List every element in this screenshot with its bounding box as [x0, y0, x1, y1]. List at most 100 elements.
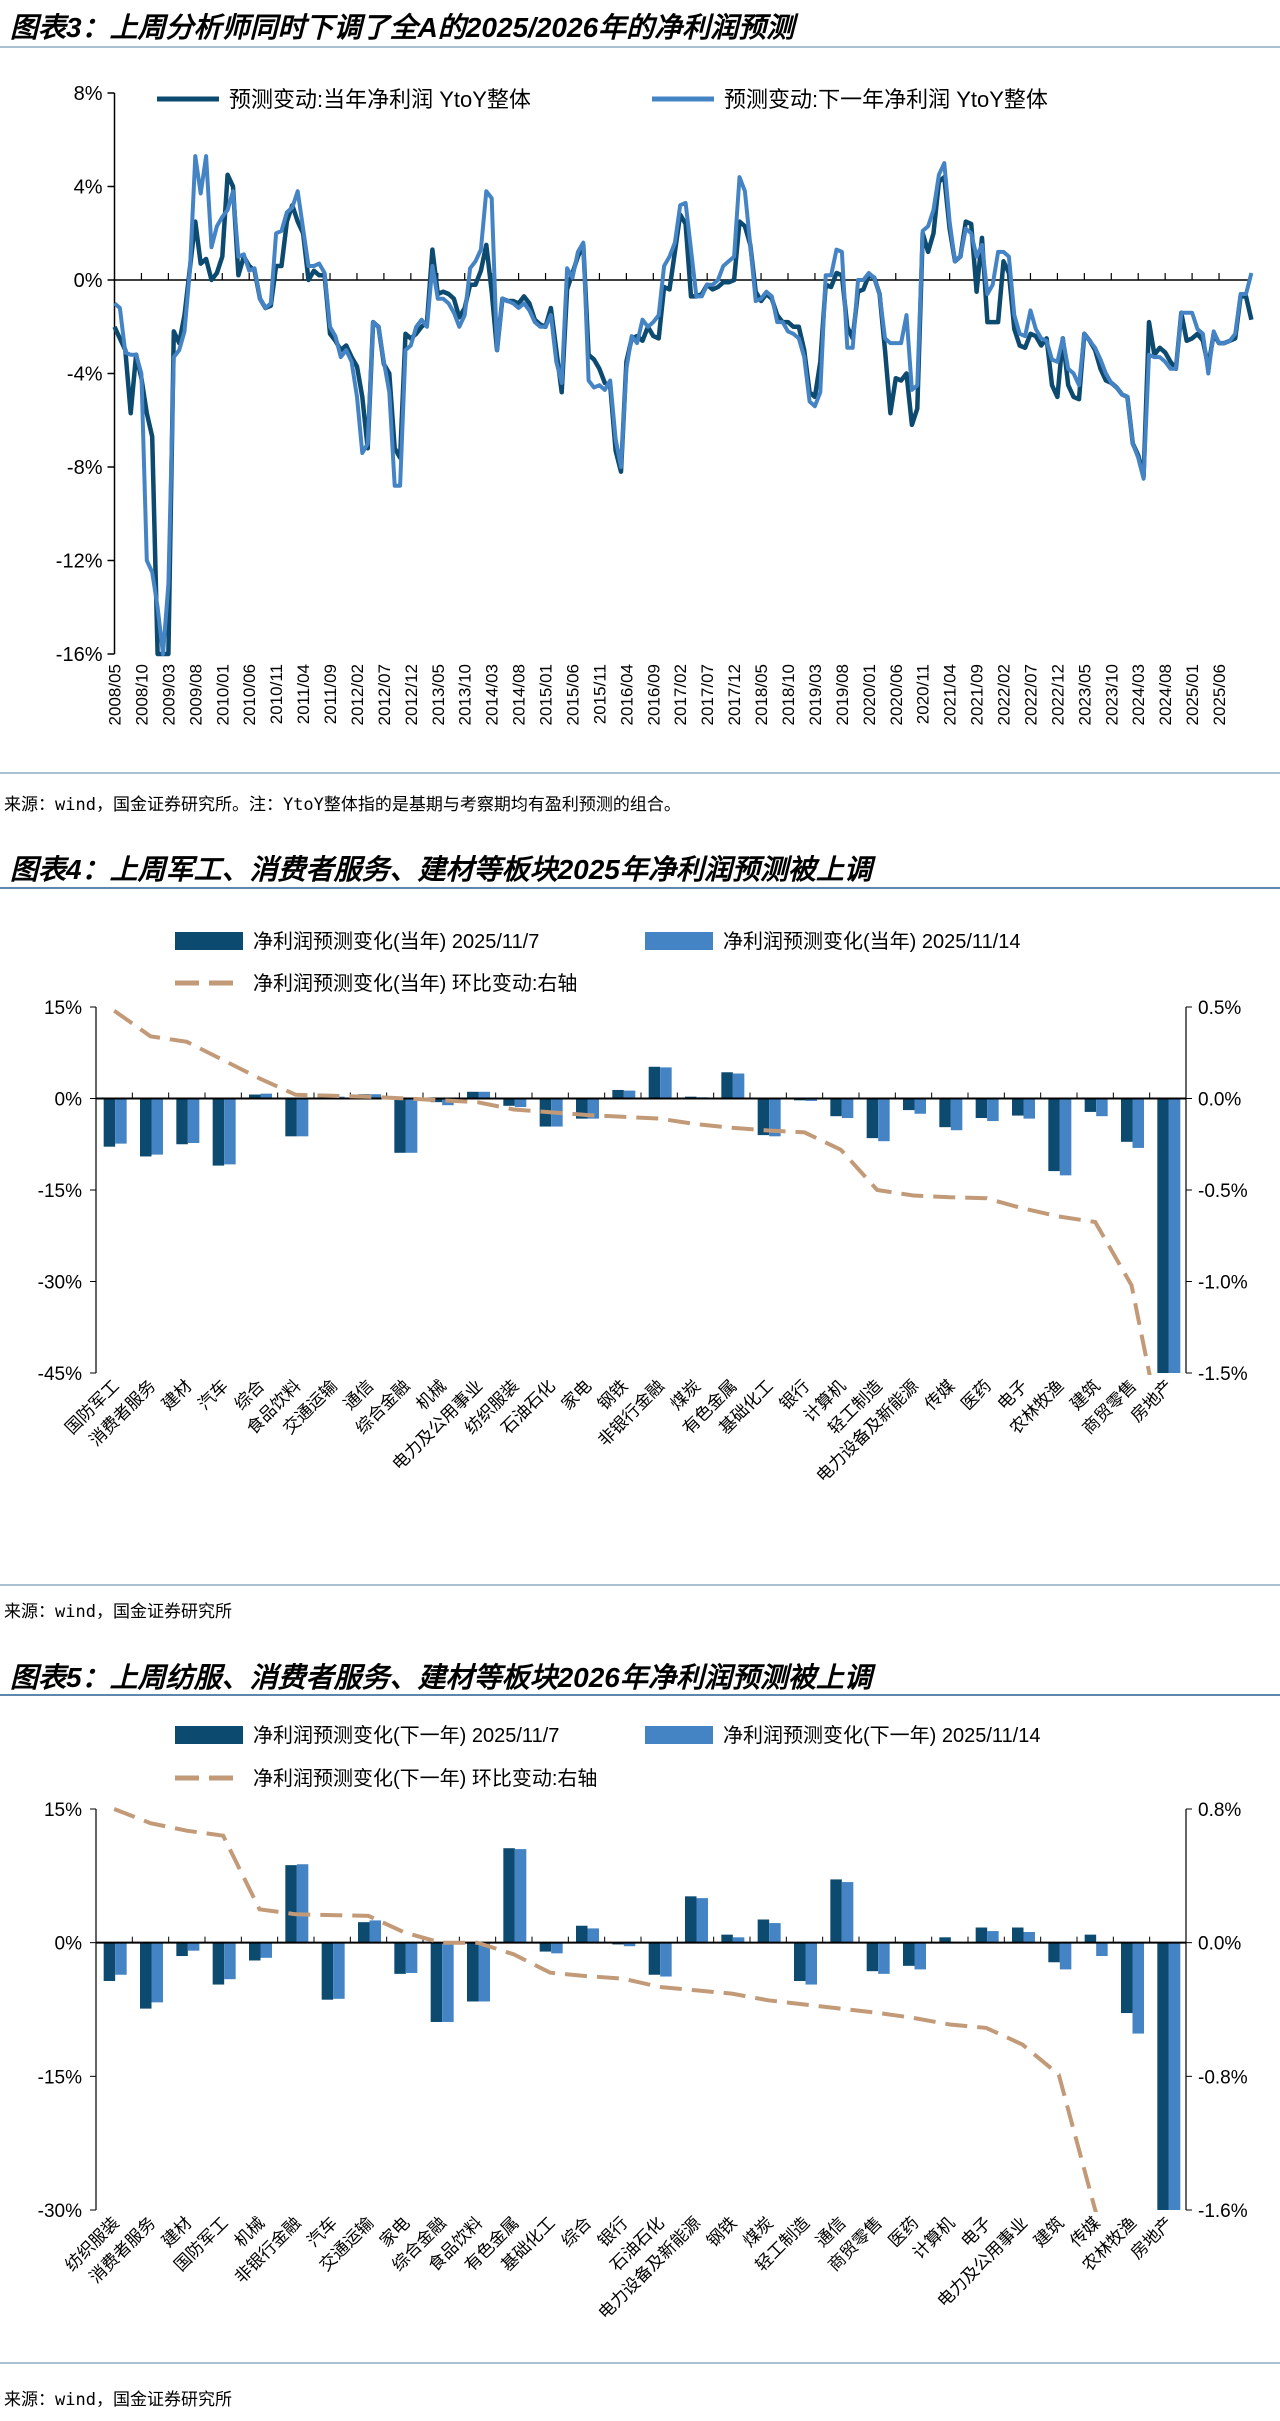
- bar-prev-week: [685, 1896, 697, 1943]
- x-tick-label: 2016/04: [617, 664, 636, 725]
- bar-this-week: [587, 1928, 599, 1943]
- bar-this-week: [224, 1098, 236, 1165]
- bar-this-week: [1132, 1942, 1144, 2034]
- bar-this-week: [187, 1098, 200, 1144]
- bar-prev-week: [394, 1942, 406, 1974]
- x-tick-label: 2015/11: [590, 664, 609, 724]
- bar-this-week: [623, 1942, 636, 1947]
- wow-change-dashed-line: [113, 1009, 1152, 1375]
- line-chart-forecast-change: 8% 4% 0% -4% -8% -12% -16%2008/05 2008/10 2009/0…: [56, 83, 1254, 725]
- bar-prev-week: [721, 1934, 733, 1943]
- bar-prev-week: [176, 1942, 188, 1957]
- bar-this-week: [296, 1864, 309, 1943]
- x-tick-label: 2008/05: [106, 664, 125, 725]
- bar-prev-week: [830, 1879, 842, 1943]
- bar-this-week: [878, 1942, 890, 1974]
- left-y-tick-label: -30%: [38, 1273, 82, 1294]
- bar-chart-current-year: 15% 0% -15% -30% -45% 0.5% 0.0% -0.5% -1.0% -1.5%…: [38, 930, 1248, 1486]
- x-tick-label: 2009/03: [159, 664, 178, 725]
- bar-prev-week: [430, 1942, 443, 2022]
- bar-prev-week: [576, 1925, 588, 1943]
- bar-this-week: [260, 1093, 272, 1099]
- left-y-tick-label: -30%: [38, 2201, 82, 2222]
- source-divider: [0, 772, 1280, 774]
- x-tick-label: 2012/07: [375, 664, 394, 725]
- x-tick-label: 2012/12: [402, 664, 421, 725]
- right-y-tick-label: -0.8%: [1198, 2067, 1248, 2088]
- bar-this-week: [478, 1091, 490, 1099]
- x-tick-label: 2013/10: [456, 664, 475, 725]
- x-tick-label: 2010/11: [267, 664, 286, 724]
- bar-this-week: [841, 1882, 854, 1943]
- y-tick-label: 0%: [74, 270, 103, 292]
- x-tick-label: 2024/08: [1156, 664, 1175, 725]
- right-y-tick-label: 0.0%: [1198, 1934, 1241, 1955]
- bar-this-week: [841, 1098, 854, 1119]
- bar-this-week: [914, 1098, 926, 1114]
- bar-prev-week: [212, 1942, 225, 1985]
- bar-prev-week: [467, 1942, 479, 2002]
- left-y-tick-label: 0%: [55, 1090, 83, 1111]
- figure3-title: 图表3：上周分析师同时下调了全A的2025/2026年的净利润预测: [10, 12, 795, 43]
- bar-this-week: [369, 1920, 381, 1943]
- x-tick-label: 2023/10: [1102, 664, 1121, 725]
- bar-prev-week: [212, 1098, 225, 1166]
- wow-change-dashed-line: [113, 1807, 1099, 2212]
- x-tick-label: 2017/12: [725, 664, 744, 725]
- bar-prev-week: [975, 1098, 988, 1119]
- bar-prev-week: [1121, 1098, 1133, 1142]
- right-y-tick-label: -0.5%: [1198, 1181, 1248, 1202]
- x-tick-label: 2022/07: [1021, 664, 1040, 725]
- bar-this-week: [405, 1942, 418, 1973]
- y-tick-label: 4%: [74, 177, 103, 199]
- bar-this-week: [1059, 1098, 1072, 1176]
- bar-prev-week: [1157, 1942, 1169, 2210]
- bar-prev-week: [539, 1942, 552, 1952]
- bar-this-week: [296, 1098, 309, 1137]
- bar-this-week: [914, 1942, 926, 1970]
- figure4-title: 图表4：上周军工、消费者服务、建材等板块2025年净利润预测被上调: [10, 854, 872, 885]
- y-tick-label: -12%: [56, 551, 103, 573]
- bar-this-week: [369, 1094, 381, 1099]
- bar-this-week: [950, 1098, 963, 1131]
- bar-this-week: [623, 1090, 636, 1099]
- bar-this-week: [878, 1098, 890, 1142]
- legend-label: 净利润预测变化(当年) 环比变动:右轴: [253, 972, 577, 995]
- figure5-title: 图表5：上周纺服、消费者服务、建材等板块2026年净利润预测被上调: [10, 1662, 872, 1693]
- right-y-tick-label: -1.6%: [1198, 2201, 1248, 2222]
- legend-label: 预测变动:下一年净利润 YtoY整体: [724, 87, 1048, 112]
- legend-label: 净利润预测变化(下一年) 2025/11/7: [253, 1724, 559, 1747]
- category-label: 汽车: [195, 1376, 232, 1413]
- x-tick-label: 2020/01: [860, 664, 879, 725]
- legend-swatch: [175, 1726, 243, 1744]
- x-tick-label: 2021/09: [968, 664, 987, 725]
- x-tick-label: 2015/01: [537, 664, 556, 725]
- bar-this-week: [1023, 1098, 1035, 1119]
- legend-swatch: [175, 932, 243, 950]
- x-tick-label: 2009/08: [186, 664, 205, 725]
- bar-prev-week: [321, 1942, 334, 2000]
- x-tick-label: 2019/03: [806, 664, 825, 725]
- bar-prev-week: [612, 1089, 624, 1099]
- x-tick-label: 2014/03: [483, 664, 502, 725]
- bar-prev-week: [1084, 1934, 1097, 1943]
- left-y-tick-label: -15%: [38, 1181, 82, 1202]
- bar-prev-week: [358, 1922, 370, 1943]
- y-tick-label: 8%: [74, 83, 103, 105]
- bar-this-week: [1059, 1942, 1072, 1970]
- bar-prev-week: [430, 1098, 443, 1103]
- legend-swatch: [645, 932, 713, 950]
- legend-label: 净利润预测变化(当年) 2025/11/7: [253, 930, 539, 953]
- title-divider: [0, 887, 1280, 889]
- bar-this-week: [333, 1942, 345, 1999]
- bar-prev-week: [1012, 1098, 1024, 1116]
- bar-prev-week: [721, 1072, 733, 1099]
- title-divider: [0, 1694, 1280, 1696]
- legend-swatch: [645, 1726, 713, 1744]
- bar-this-week: [514, 1849, 527, 1943]
- bar-prev-week: [285, 1865, 297, 1943]
- category-label: 传媒: [921, 1376, 958, 1413]
- bar-prev-week: [103, 1098, 116, 1147]
- left-y-tick-label: 0%: [55, 1934, 83, 1955]
- bar-prev-week: [503, 1848, 515, 1943]
